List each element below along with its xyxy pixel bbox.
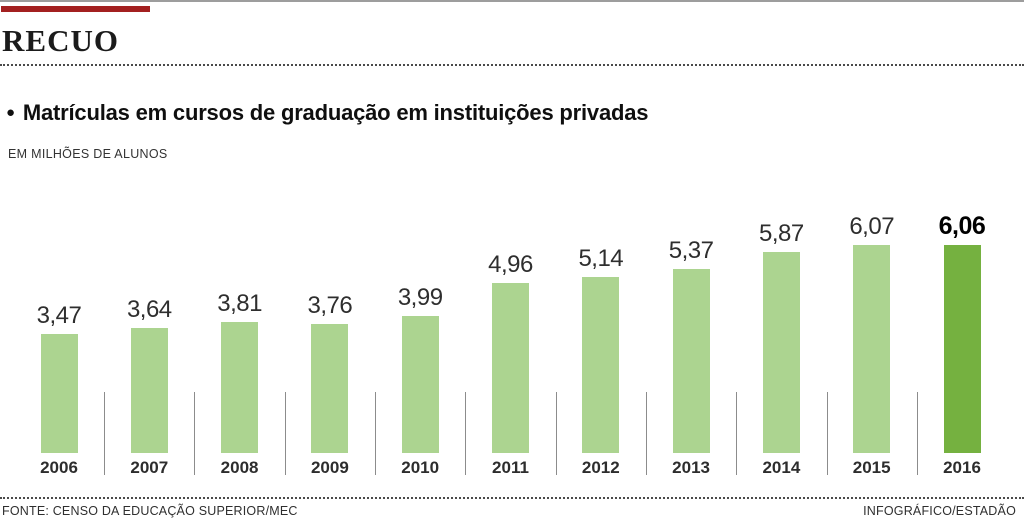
top-rule	[0, 0, 1024, 2]
infographic-credit: INFOGRÁFICO/ESTADÃO	[863, 504, 1016, 518]
value-label-2009: 3,76	[307, 292, 353, 319]
column-separator	[736, 392, 738, 475]
year-label-2012: 2012	[581, 458, 620, 477]
value-label-2016: 6,06	[938, 212, 986, 240]
year-label-2014: 2014	[762, 458, 801, 477]
value-label-2008: 3,81	[217, 290, 262, 317]
bar-2012	[582, 277, 620, 453]
column-separator	[465, 392, 467, 475]
bar-2016	[943, 245, 981, 453]
bar-2009	[311, 324, 349, 453]
value-label-2010: 3,99	[397, 284, 443, 311]
year-label-2007: 2007	[130, 458, 169, 477]
bar-2013	[672, 269, 710, 453]
bullet-icon: ●	[6, 104, 15, 121]
value-label-2012: 5,14	[578, 245, 624, 272]
column-separator	[104, 392, 106, 475]
year-label-2010: 2010	[401, 458, 440, 477]
unit-label: EM MILHÕES DE ALUNOS	[8, 147, 168, 161]
chart-subtitle-text: Matrículas em cursos de graduação em ins…	[22, 100, 649, 125]
column-separator	[555, 392, 557, 475]
column-separator	[194, 392, 196, 475]
value-label-2011: 4,96	[488, 251, 533, 278]
page-title: RECUO	[2, 23, 119, 58]
value-label-2015: 6,07	[849, 213, 895, 240]
column-separator	[375, 392, 377, 475]
column-separator	[645, 392, 647, 475]
source-credit: FONTE: CENSO DA EDUCAÇÃO SUPERIOR/MEC	[2, 504, 298, 518]
value-label-2013: 5,37	[668, 237, 714, 264]
year-label-2009: 2009	[310, 458, 349, 477]
title-dotted-rule	[0, 64, 1024, 66]
chart-subtitle: ● Matrículas em cursos de graduação em i…	[6, 100, 648, 126]
bar-2008	[221, 322, 259, 453]
kicker-bar	[1, 6, 150, 12]
year-label-2011: 2011	[492, 458, 529, 477]
bar-2007	[130, 328, 168, 453]
bar-2014	[762, 252, 800, 453]
year-label-2016: 2016	[943, 458, 981, 477]
bar-2010	[401, 316, 439, 453]
year-label-2015: 2015	[852, 458, 891, 477]
year-label-2006: 2006	[40, 458, 78, 477]
bar-2006	[40, 334, 78, 453]
footer-dotted-rule	[0, 497, 1024, 499]
column-separator	[916, 392, 918, 475]
column-separator	[284, 392, 286, 475]
value-label-2014: 5,87	[759, 220, 804, 247]
year-label-2008: 2008	[220, 458, 259, 477]
column-separator	[826, 392, 828, 475]
bar-2015	[853, 245, 891, 453]
value-label-2007: 3,64	[126, 296, 172, 323]
bar-2011	[492, 283, 529, 453]
value-label-2006: 3,47	[36, 302, 82, 329]
year-label-2013: 2013	[672, 458, 710, 477]
